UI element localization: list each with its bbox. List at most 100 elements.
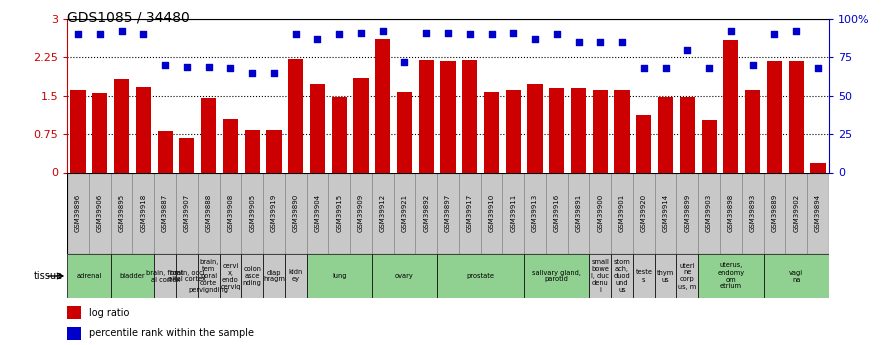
Bar [220,172,241,254]
Text: bladder: bladder [120,273,145,279]
Text: GSM39913: GSM39913 [532,194,538,232]
Bar [266,129,281,172]
Point [593,39,607,45]
Bar [67,306,81,319]
Point [115,29,129,34]
Bar [505,90,521,172]
Bar [198,254,220,298]
Bar [179,138,194,172]
Bar [198,172,220,254]
Text: GSM39897: GSM39897 [445,194,451,232]
Bar [698,172,720,254]
Point [158,62,172,68]
Point [354,30,368,36]
Text: GSM39917: GSM39917 [467,194,473,232]
Bar [67,327,81,340]
Text: cervi
x,
endo
cerviq: cervi x, endo cerviq [220,263,241,289]
Text: uteri
ne
corp
us, m: uteri ne corp us, m [678,263,696,289]
Bar [745,90,760,172]
Bar [568,172,590,254]
Text: GSM39918: GSM39918 [141,194,146,232]
Bar [372,254,437,298]
Bar [306,254,372,298]
Text: brain,
tem
poral
corte
pervignding: brain, tem poral corte pervignding [189,259,228,293]
Text: GSM39900: GSM39900 [598,194,603,232]
Text: GSM39907: GSM39907 [184,194,190,232]
Bar [114,79,129,172]
Bar [306,172,328,254]
Text: colon
asce
nding: colon asce nding [243,266,262,286]
Point [506,30,521,36]
Point [680,47,694,52]
Point [615,39,629,45]
Point [767,31,781,37]
Text: lung: lung [332,273,347,279]
Bar [723,40,738,172]
Bar [593,90,607,172]
Point [180,64,194,69]
Bar [676,254,698,298]
Point [724,29,738,34]
Text: vagi
na: vagi na [789,269,803,283]
Text: salivary gland,
parotid: salivary gland, parotid [532,269,582,283]
Bar [633,254,655,298]
Text: kidn
ey: kidn ey [289,269,303,283]
Text: teste
s: teste s [635,269,652,283]
Point [223,65,237,71]
Bar [220,254,241,298]
Bar [397,92,412,172]
Bar [676,172,698,254]
Bar [524,172,546,254]
Text: GSM39892: GSM39892 [423,194,429,232]
Text: GSM39911: GSM39911 [511,194,516,232]
Point [485,31,499,37]
Bar [437,254,524,298]
Bar [158,130,173,172]
Bar [89,172,111,254]
Text: tissue: tissue [33,271,63,281]
Text: GSM39912: GSM39912 [380,194,385,232]
Bar [680,97,695,172]
Point [71,31,85,37]
Text: ovary: ovary [395,273,414,279]
Bar [611,254,633,298]
Text: prostate: prostate [467,273,495,279]
Text: GSM39888: GSM39888 [206,194,211,232]
Bar [459,172,480,254]
Point [92,31,107,37]
Point [267,70,281,76]
Bar [176,172,198,254]
Text: GSM39920: GSM39920 [641,194,647,232]
Bar [788,61,804,172]
Bar [546,172,568,254]
Point [462,31,477,37]
Text: diap
hragm: diap hragm [263,269,285,283]
Point [745,62,760,68]
Text: GSM39891: GSM39891 [575,194,582,232]
Bar [67,254,111,298]
Bar [698,254,763,298]
Bar [658,97,673,172]
Text: GSM39902: GSM39902 [793,194,799,232]
Text: log ratio: log ratio [89,308,129,318]
Bar [67,172,89,254]
Bar [263,254,285,298]
Text: GDS1085 / 34480: GDS1085 / 34480 [67,10,190,24]
Text: GSM39889: GSM39889 [771,194,778,232]
Point [811,65,825,71]
Text: GSM39921: GSM39921 [401,194,408,232]
Bar [353,78,368,172]
Text: GSM39893: GSM39893 [750,194,755,232]
Text: percentile rank within the sample: percentile rank within the sample [89,328,254,338]
Text: GSM39894: GSM39894 [815,194,821,232]
Bar [223,119,238,172]
Bar [372,172,393,254]
Bar [462,60,478,172]
Bar [810,163,825,172]
Bar [480,172,503,254]
Text: GSM39896: GSM39896 [75,194,81,232]
Bar [285,172,306,254]
Point [441,30,455,36]
Bar [763,254,829,298]
Text: GSM39910: GSM39910 [488,194,495,232]
